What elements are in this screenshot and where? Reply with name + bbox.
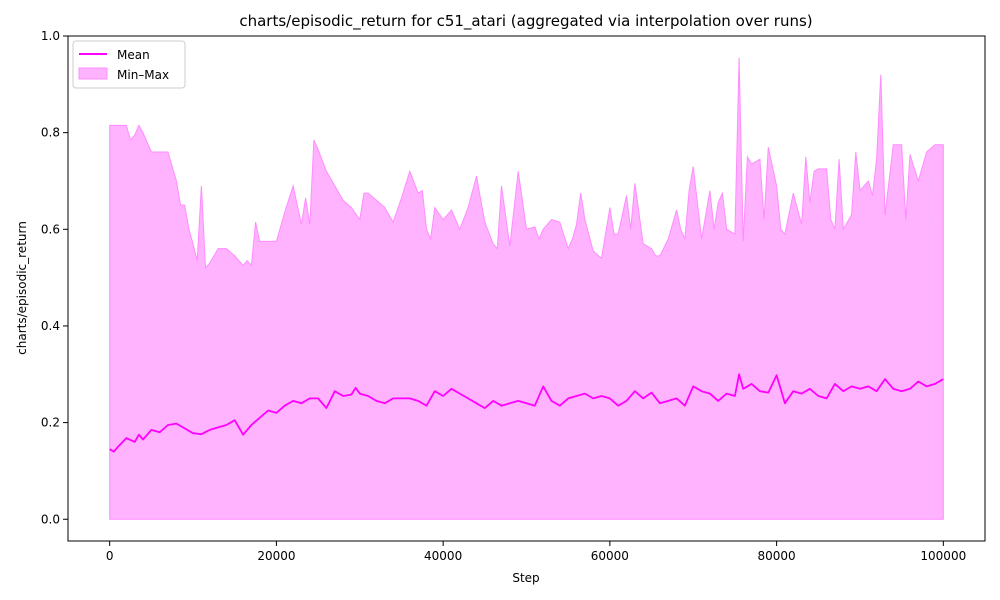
y-axis: 0.0 0.2 0.4 0.6 0.8 1.0 bbox=[41, 29, 68, 526]
x-tick-label: 0 bbox=[106, 549, 114, 563]
y-tick-label: 0.4 bbox=[41, 319, 60, 333]
legend-minmax-label: Min–Max bbox=[117, 68, 169, 82]
y-tick-label: 0.2 bbox=[41, 416, 60, 430]
y-tick-label: 1.0 bbox=[41, 29, 60, 43]
x-axis-label: Step bbox=[512, 571, 539, 585]
x-tick-label: 20000 bbox=[257, 549, 295, 563]
plot-frame bbox=[67, 35, 986, 542]
legend-mean-label: Mean bbox=[117, 48, 150, 62]
chart-title: charts/episodic_return for c51_atari (ag… bbox=[239, 12, 812, 31]
y-axis-label: charts/episodic_return bbox=[15, 221, 29, 355]
min-max-band bbox=[109, 57, 944, 520]
x-tick-label: 40000 bbox=[424, 549, 462, 563]
x-axis: 0 20000 40000 60000 80000 100000 bbox=[106, 541, 966, 563]
x-tick-label: 60000 bbox=[591, 549, 629, 563]
y-tick-label: 0.8 bbox=[41, 126, 60, 140]
plot-area bbox=[109, 57, 944, 520]
mean-line bbox=[109, 373, 944, 453]
y-tick-label: 0.0 bbox=[41, 512, 60, 526]
legend: Mean Min–Max bbox=[72, 40, 186, 89]
legend-minmax-swatch bbox=[78, 67, 108, 80]
x-tick-label: 80000 bbox=[757, 549, 795, 563]
x-tick-label: 100000 bbox=[920, 549, 966, 563]
y-tick-label: 0.6 bbox=[41, 222, 60, 236]
